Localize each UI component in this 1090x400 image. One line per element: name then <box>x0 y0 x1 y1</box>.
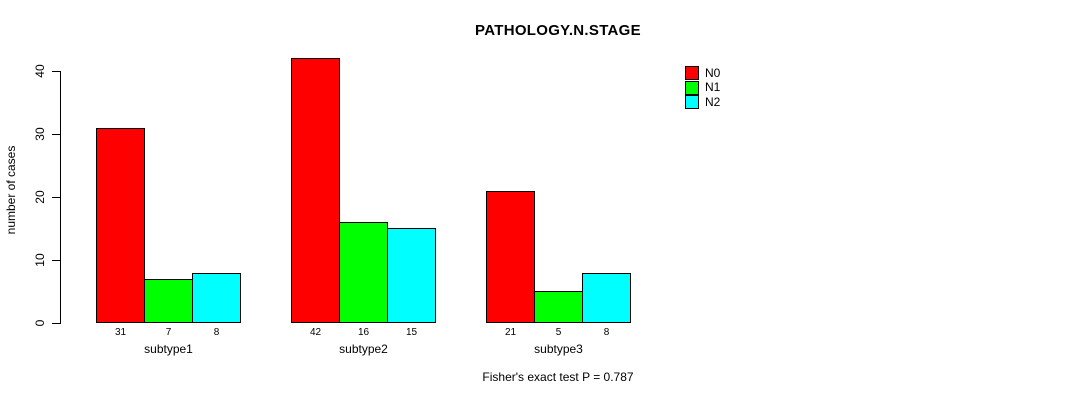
bar-value-label: 42 <box>309 327 322 338</box>
legend-label-n2: N2 <box>705 94 721 109</box>
annotation-text: Fisher's exact test P = 0.787 <box>482 370 634 384</box>
legend-swatch-n1-icon <box>685 80 699 95</box>
bar-n2-subtype2 <box>387 228 436 323</box>
bar-value-label: 21 <box>504 327 517 338</box>
y-tick-mark <box>52 197 60 198</box>
bar-value-label: 16 <box>357 327 370 338</box>
x-group-label-subtype1: subtype1 <box>144 342 193 356</box>
legend-item-n0: N0 <box>685 66 720 80</box>
bar-n1-subtype3 <box>534 291 583 323</box>
y-tick-label: 20 <box>33 190 47 204</box>
legend: N0 N1 N2 <box>685 66 720 110</box>
bar-n0-subtype3 <box>486 191 535 323</box>
legend-item-n2: N2 <box>685 95 720 109</box>
bar-n2-subtype3 <box>582 273 631 323</box>
y-axis-label: number of cases <box>4 145 18 235</box>
bar-n1-subtype2 <box>339 222 388 323</box>
x-group-label-subtype2: subtype2 <box>339 342 388 356</box>
legend-item-n1: N1 <box>685 80 721 95</box>
y-tick-mark <box>52 260 60 261</box>
y-tick-label: 40 <box>33 64 47 78</box>
y-tick-label: 30 <box>33 127 47 141</box>
bar-n2-subtype1 <box>192 273 241 323</box>
legend-swatch-n0-icon <box>685 66 699 80</box>
y-tick-mark <box>52 134 60 135</box>
legend-swatch-n2-icon <box>685 95 699 109</box>
bar-value-label: 15 <box>405 327 418 338</box>
bar-n0-subtype2 <box>291 58 340 323</box>
bar-n1-subtype1 <box>144 279 193 323</box>
y-tick-label: 10 <box>33 253 47 267</box>
chart-title: PATHOLOGY.N.STAGE <box>475 22 641 39</box>
bar-value-label: 5 <box>555 327 562 338</box>
y-tick-label: 0 <box>33 319 47 327</box>
bar-value-label: 8 <box>603 327 610 338</box>
y-axis-line <box>60 71 61 324</box>
y-tick-mark <box>52 71 60 72</box>
bar-value-label: 8 <box>213 327 220 338</box>
x-group-label-subtype3: subtype3 <box>534 342 583 356</box>
legend-label-n0: N0 <box>705 65 721 80</box>
y-tick-mark <box>52 323 60 324</box>
bar-value-label: 7 <box>165 327 172 338</box>
bar-n0-subtype1 <box>96 128 145 323</box>
bar-value-label: 31 <box>114 327 127 338</box>
legend-label-n1: N1 <box>705 80 721 94</box>
